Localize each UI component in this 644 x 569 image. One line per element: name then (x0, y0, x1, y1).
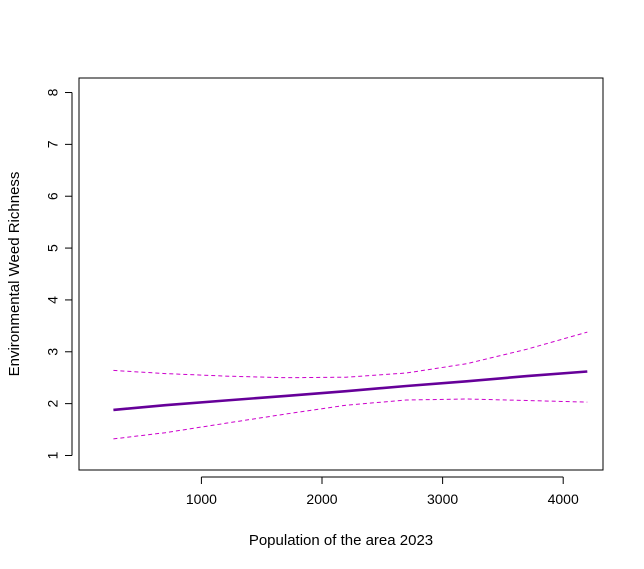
series-layer (113, 331, 588, 440)
y-tick-label: 1 (45, 451, 61, 459)
y-axis-title: Environmental Weed Richness (6, 172, 23, 377)
upper-confidence-line (113, 331, 588, 379)
y-tick-label: 2 (45, 400, 61, 408)
x-axis-title: Population of the area 2023 (249, 532, 433, 549)
y-tick-label: 8 (45, 88, 61, 96)
x-tick-label: 2000 (306, 491, 337, 507)
y-tick-label: 3 (45, 348, 61, 356)
y-tick-label: 4 (45, 296, 61, 304)
plot-box (78, 77, 604, 471)
lower-confidence-line (113, 398, 588, 440)
x-axis: 1000 2000 3000 4000 (186, 476, 579, 507)
fitted-line (113, 370, 588, 412)
x-tick-label: 3000 (427, 491, 458, 507)
x-tick-label: 1000 (186, 491, 217, 507)
x-tick-label: 4000 (548, 491, 579, 507)
y-tick-label: 5 (45, 244, 61, 252)
y-tick-label: 7 (45, 140, 61, 148)
y-axis: 1 2 3 4 5 6 7 8 (45, 88, 73, 459)
y-tick-label: 6 (45, 192, 61, 200)
